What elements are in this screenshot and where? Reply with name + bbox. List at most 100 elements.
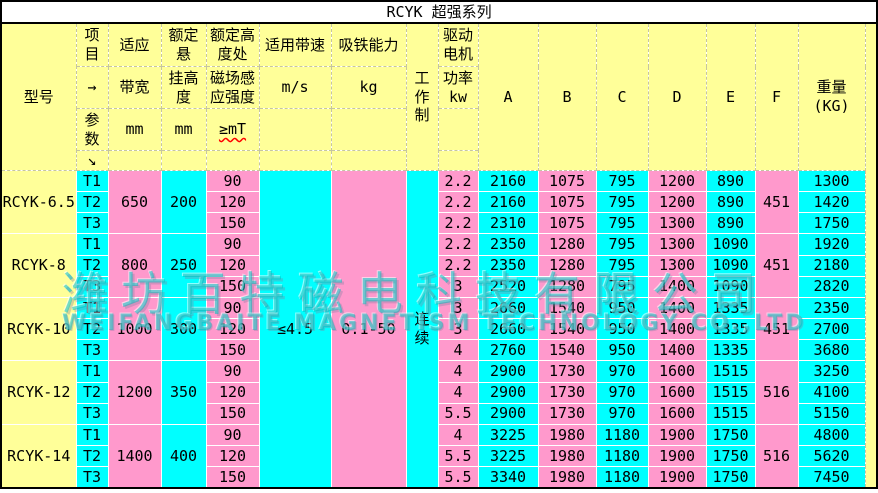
cell-field: 90 (205, 423, 260, 447)
header-bandwidth: 适应 (107, 22, 162, 68)
cell-c: 1180 (595, 423, 649, 447)
header-dim-d: D (647, 22, 707, 171)
cell-d: 1200 (647, 191, 707, 214)
cell-field: 90 (205, 296, 260, 320)
cell-c: 970 (595, 381, 649, 404)
cell-power: 5.5 (437, 466, 479, 489)
header-motor-power: 驱动 电机 (437, 22, 479, 68)
cell-weight: 1420 (797, 191, 866, 214)
cell-power: 4 (437, 423, 479, 447)
cell-d: 1400 (647, 296, 707, 320)
cell-field: 120 (205, 445, 260, 468)
cell-hang-height: 400 (160, 423, 207, 489)
cell-d: 1300 (647, 233, 707, 256)
table-title: RCYK 超强系列 (1, 1, 878, 25)
cell-power: 3 (437, 296, 479, 320)
cell-f: 451 (754, 169, 799, 235)
cell-type: T3 (75, 339, 109, 362)
cell-type: T3 (75, 402, 109, 425)
header-dim-e: E (705, 22, 756, 171)
cell-e: 1090 (705, 233, 756, 256)
cell-b: 1540 (537, 318, 597, 341)
header-corner-arrow-right: → (75, 66, 109, 110)
cell-e: 1335 (705, 339, 756, 362)
cell-weight: 5150 (797, 402, 866, 425)
cell-model-name: RCYK-12 (0, 360, 77, 425)
cell-field: 150 (205, 466, 260, 489)
cell-c: 795 (595, 254, 649, 277)
cell-field: 90 (205, 233, 260, 256)
cell-e: 1090 (705, 275, 756, 298)
cell-weight: 2180 (797, 254, 866, 277)
header-dim-c: C (595, 22, 649, 171)
field-unit-text: ≥mT (218, 120, 247, 139)
header-empty-cell (330, 108, 407, 151)
cell-d: 1300 (647, 212, 707, 235)
cell-power: 4 (437, 339, 479, 362)
header-power-unit: 功率 kw (437, 66, 479, 110)
cell-d: 1900 (647, 466, 707, 489)
cell-b: 1540 (537, 339, 597, 362)
cell-type: T1 (75, 360, 109, 383)
cell-f: 451 (754, 233, 799, 298)
header-bandwidth-unit: mm (107, 108, 162, 151)
cell-a: 2900 (477, 360, 539, 383)
cell-e: 1515 (705, 381, 756, 404)
cell-a: 3225 (477, 423, 539, 447)
cell-a: 2660 (477, 318, 539, 341)
cell-hang-height: 250 (160, 233, 207, 298)
cell-a: 3225 (477, 445, 539, 468)
header-field-strength: 额定高 度处 (205, 22, 260, 68)
cell-duty: 连 续 (405, 169, 439, 489)
header-speed-unit: m/s (258, 66, 332, 110)
cell-d: 1900 (647, 445, 707, 468)
cell-e: 890 (705, 169, 756, 193)
cell-model-name: RCYK-14 (0, 423, 77, 489)
cell-b: 1075 (537, 191, 597, 214)
cell-d: 1600 (647, 381, 707, 404)
cell-field: 120 (205, 381, 260, 404)
cell-type: T1 (75, 423, 109, 447)
header-empty-cell (160, 149, 207, 171)
header-corner-item: 项 目 (75, 22, 109, 68)
cell-type: T3 (75, 466, 109, 489)
header-empty-cell (330, 149, 407, 171)
cell-weight: 1750 (797, 212, 866, 235)
header-empty-cell (258, 149, 332, 171)
cell-b: 1730 (537, 381, 597, 404)
right-filler-column (864, 22, 878, 489)
cell-hang-height: 350 (160, 360, 207, 425)
cell-a: 3340 (477, 466, 539, 489)
cell-type: T3 (75, 275, 109, 298)
cell-weight: 5620 (797, 445, 866, 468)
header-weight: 重量 (KG) (797, 22, 866, 171)
cell-d: 1600 (647, 360, 707, 383)
cell-d: 1400 (647, 318, 707, 341)
cell-d: 1400 (647, 339, 707, 362)
cell-c: 795 (595, 233, 649, 256)
cell-a: 2160 (477, 169, 539, 193)
cell-power: 2.2 (437, 233, 479, 256)
cell-f: 451 (754, 296, 799, 362)
header-belt-speed: 适用带速 (258, 22, 332, 68)
cell-e: 1750 (705, 445, 756, 468)
cell-type: T1 (75, 233, 109, 256)
cell-weight: 3680 (797, 339, 866, 362)
cell-field: 150 (205, 402, 260, 425)
cell-field: 150 (205, 339, 260, 362)
cell-e: 890 (705, 191, 756, 214)
cell-power: 5.5 (437, 402, 479, 425)
cell-e: 1515 (705, 402, 756, 425)
cell-c: 970 (595, 402, 649, 425)
cell-d: 1400 (647, 275, 707, 298)
cell-type: T1 (75, 296, 109, 320)
cell-e: 1335 (705, 318, 756, 341)
cell-power: 2.2 (437, 191, 479, 214)
cell-c: 795 (595, 212, 649, 235)
cell-power: 3 (437, 318, 479, 341)
cell-weight: 1920 (797, 233, 866, 256)
cell-bandwidth: 1000 (107, 296, 162, 362)
cell-c: 1180 (595, 445, 649, 468)
cell-d: 1600 (647, 402, 707, 425)
